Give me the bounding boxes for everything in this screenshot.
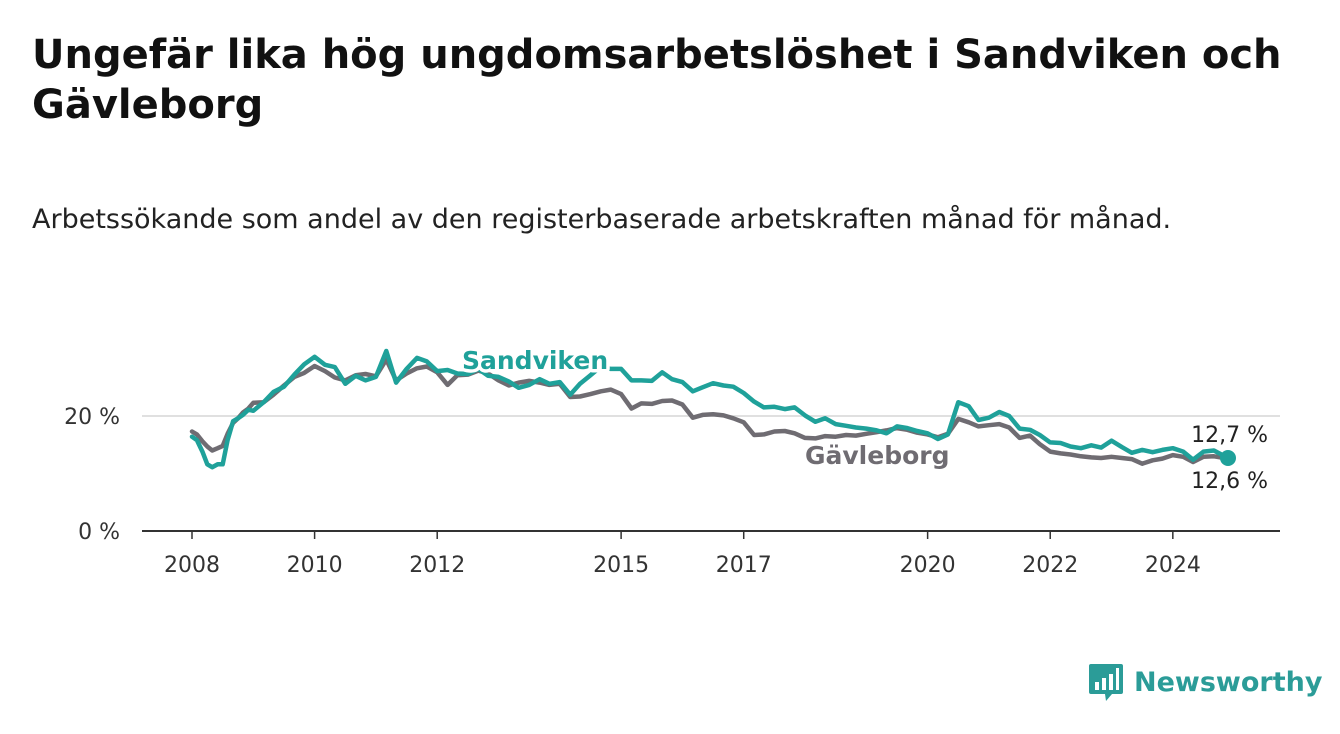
x-tick-label: 2010	[287, 553, 343, 578]
series-label-sandviken: Sandviken	[462, 346, 608, 375]
chart-title: Ungefär lika hög ungdomsarbetslöshet i S…	[32, 32, 1282, 128]
bar-chart-logo-icon	[1089, 664, 1123, 701]
x-tick-label: 2022	[1022, 553, 1078, 578]
x-tick-label: 2015	[593, 553, 649, 578]
sandviken-end-point	[1220, 449, 1236, 466]
series-line-sandviken	[189, 348, 1231, 470]
series-layer	[189, 348, 1236, 470]
brand-name: Newsworthy	[1134, 666, 1323, 698]
x-tick-label: 2024	[1145, 553, 1201, 578]
series-label-gavleborg: Gävleborg	[805, 441, 950, 470]
end-value-label-sandviken: 12,7 %	[1191, 423, 1268, 448]
x-tick-label: 2008	[164, 553, 220, 578]
brand-logo: Newsworthy	[1088, 660, 1322, 704]
grid-layer: 0 % 20 %	[64, 405, 1280, 545]
x-tick-label: 2012	[409, 553, 465, 578]
x-tick-label: 2017	[716, 553, 772, 578]
y-tick-label: 0 %	[78, 520, 120, 545]
y-tick-label: 20 %	[64, 405, 120, 430]
chart-subtitle: Arbetssökande som andel av den registerb…	[32, 204, 1172, 235]
series-line-gavleborg	[189, 357, 1231, 466]
label-layer: Sandviken Gävleborg 12,7 % 12,6 %	[459, 343, 1271, 497]
x-tick-label: 2020	[900, 553, 956, 578]
x-axis-ticks: 2008 2010 2012 2015 2017 2020 2022 2024	[164, 531, 1201, 578]
end-value-label-gavleborg: 12,6 %	[1191, 469, 1268, 494]
